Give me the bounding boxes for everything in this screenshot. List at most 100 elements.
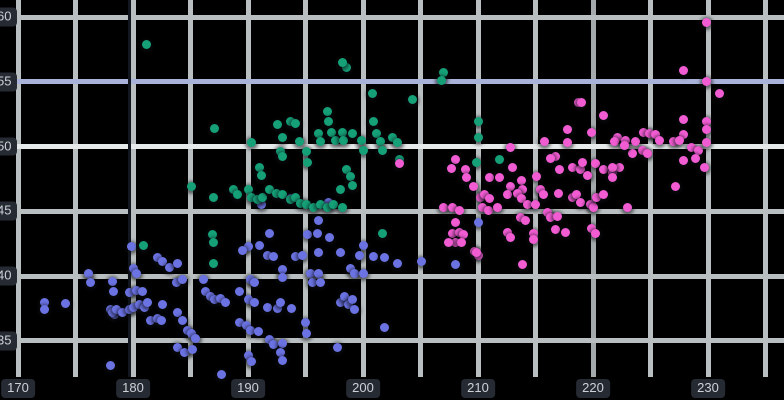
data-point-cluster-magenta (503, 189, 513, 199)
data-point-cluster-blue (39, 297, 49, 307)
data-point-cluster-blue (290, 252, 300, 262)
data-point-cluster-green (388, 132, 398, 142)
data-point-cluster-blue (118, 307, 128, 317)
data-point-cluster-magenta (535, 184, 545, 194)
data-point-cluster-magenta (610, 136, 620, 146)
data-point-cluster-magenta (468, 182, 478, 192)
data-point-cluster-magenta (620, 135, 630, 145)
data-point-cluster-magenta (702, 117, 712, 127)
data-point-cluster-magenta (472, 248, 482, 258)
data-point-cluster-magenta (702, 17, 712, 27)
data-point-cluster-blue (125, 288, 135, 298)
data-point-cluster-magenta (450, 218, 460, 228)
data-point-cluster-magenta (563, 138, 573, 148)
gridline-vertical (590, 0, 596, 377)
data-point-cluster-green (246, 138, 256, 148)
data-point-cluster-magenta (572, 189, 582, 199)
data-point-cluster-magenta (517, 193, 527, 203)
data-point-cluster-blue (278, 338, 287, 348)
data-point-cluster-blue (177, 315, 187, 325)
data-point-cluster-blue (235, 287, 245, 297)
data-point-cluster-green (378, 145, 388, 155)
data-point-cluster-magenta (485, 173, 494, 183)
data-point-cluster-green (335, 184, 345, 194)
data-point-cluster-green (309, 202, 319, 212)
data-point-cluster-blue (145, 315, 155, 325)
data-point-cluster-magenta (642, 148, 652, 158)
data-point-cluster-blue (152, 314, 162, 324)
data-point-cluster-magenta (623, 202, 632, 212)
data-point-cluster-green (407, 95, 417, 105)
data-point-cluster-magenta (540, 136, 550, 146)
data-point-cluster-green (472, 157, 482, 167)
gridline-vertical (303, 0, 308, 377)
data-point-cluster-blue (303, 230, 313, 240)
data-point-cluster-magenta (614, 162, 624, 172)
data-point-cluster-magenta (450, 155, 460, 164)
data-point-cluster-blue (220, 297, 230, 307)
data-point-cluster-blue (348, 294, 358, 304)
data-point-cluster-blue (198, 275, 208, 285)
gridline-vertical (475, 0, 481, 377)
data-point-cluster-green (295, 136, 305, 146)
data-point-cluster-magenta (694, 145, 704, 155)
data-point-cluster-blue (237, 245, 247, 255)
data-point-cluster-blue (246, 357, 256, 367)
data-point-cluster-green (337, 127, 347, 137)
data-point-cluster-magenta (480, 189, 490, 199)
data-point-cluster-green (436, 75, 446, 85)
data-point-cluster-magenta (447, 164, 457, 174)
x-tick-label: 210 (461, 379, 495, 398)
data-point-cluster-blue (177, 275, 187, 285)
data-point-cluster-green (302, 200, 312, 210)
data-point-cluster-blue (131, 285, 141, 295)
data-point-cluster-magenta (702, 138, 712, 148)
data-point-cluster-blue (278, 272, 287, 282)
data-point-cluster-green (439, 68, 448, 78)
data-point-cluster-magenta (539, 189, 549, 199)
data-point-cluster-blue (112, 305, 122, 315)
data-point-cluster-green (275, 147, 285, 157)
data-point-cluster-green (187, 182, 197, 192)
gridline-vertical (648, 0, 653, 377)
data-point-cluster-blue (253, 327, 263, 337)
data-point-cluster-green (255, 162, 264, 172)
data-point-cluster-magenta (532, 171, 542, 181)
data-point-cluster-green (233, 189, 243, 199)
data-point-cluster-magenta (567, 162, 577, 172)
data-point-cluster-magenta (608, 162, 618, 172)
data-point-cluster-blue (107, 307, 117, 317)
data-point-cluster-magenta (679, 130, 689, 140)
data-point-cluster-magenta (679, 156, 689, 166)
gridline-vertical (763, 0, 768, 377)
data-point-cluster-green (378, 228, 388, 238)
data-point-cluster-blue (313, 248, 323, 258)
data-point-cluster-green (367, 88, 377, 98)
data-point-cluster-green (210, 123, 220, 133)
data-point-cluster-magenta (671, 182, 681, 192)
data-point-cluster-blue (340, 292, 350, 302)
data-point-cluster-blue (263, 302, 273, 312)
data-point-cluster-green (328, 200, 338, 210)
data-point-cluster-magenta (587, 223, 597, 233)
data-point-cluster-blue (380, 253, 390, 263)
data-point-cluster-blue (137, 287, 147, 297)
data-point-cluster-blue (350, 269, 360, 278)
data-point-cluster-blue (278, 265, 287, 275)
data-point-cluster-blue (107, 276, 117, 286)
data-point-cluster-blue (242, 320, 252, 330)
data-point-cluster-blue (180, 348, 190, 358)
data-point-cluster-blue (325, 232, 335, 242)
data-point-cluster-blue (135, 300, 145, 310)
data-point-cluster-magenta (522, 200, 532, 210)
data-point-cluster-blue (190, 333, 200, 343)
data-point-cluster-green (368, 117, 378, 127)
data-point-cluster-magenta (460, 165, 470, 175)
gridline-vertical (533, 0, 538, 377)
data-point-cluster-green (337, 202, 347, 212)
data-point-cluster-blue (417, 257, 427, 267)
x-tick-label: 200 (346, 379, 380, 398)
data-point-cluster-green (258, 192, 268, 202)
data-point-cluster-blue (257, 200, 267, 210)
y-tick-label: 40 (0, 266, 18, 286)
